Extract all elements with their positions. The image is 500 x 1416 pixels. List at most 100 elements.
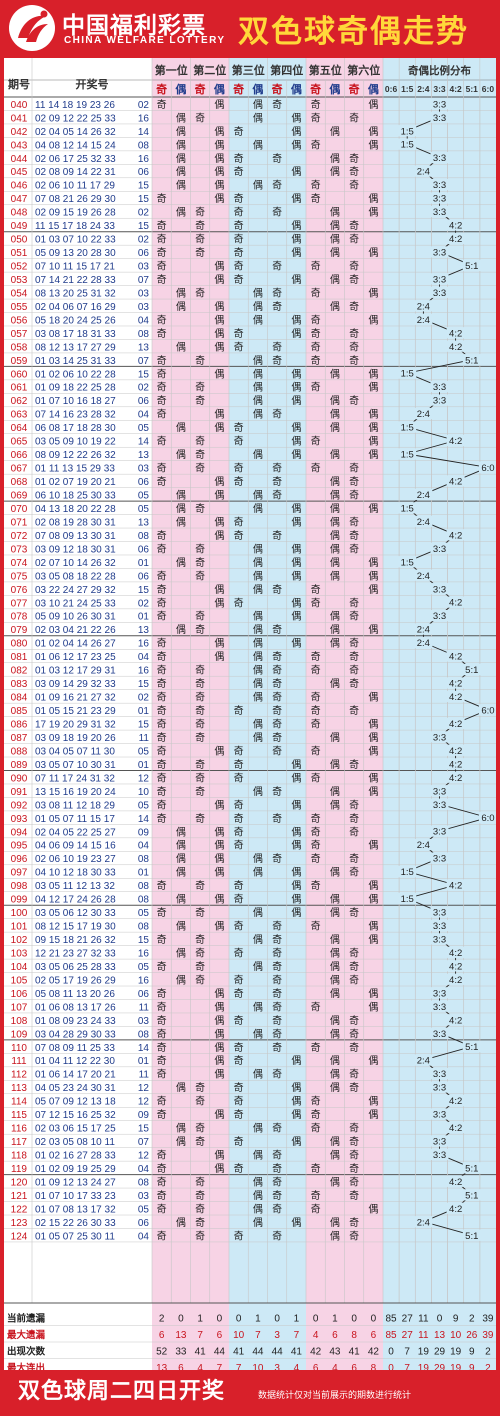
even-mark: 偶 bbox=[291, 1135, 301, 1148]
period-cell: 074 bbox=[11, 558, 28, 569]
odd-mark: 奇 bbox=[311, 340, 321, 353]
period-cell: 075 bbox=[11, 571, 28, 582]
header-position-5: 第五位 bbox=[309, 63, 342, 77]
even-mark: 偶 bbox=[368, 435, 378, 448]
even-mark: 偶 bbox=[330, 569, 340, 582]
odd-mark: 奇 bbox=[157, 987, 167, 1000]
even-mark: 偶 bbox=[176, 852, 186, 865]
stat-value: 6 bbox=[313, 1363, 319, 1370]
even-mark: 偶 bbox=[368, 408, 378, 421]
odd-mark: 奇 bbox=[157, 1162, 167, 1175]
even-mark: 偶 bbox=[176, 973, 186, 986]
even-mark: 偶 bbox=[330, 1054, 340, 1067]
even-mark: 偶 bbox=[214, 138, 224, 151]
even-mark: 偶 bbox=[330, 623, 340, 636]
blue-ball-cell: 09 bbox=[138, 1110, 150, 1121]
stat-ratio-value: 27 bbox=[402, 1314, 414, 1325]
odd-mark: 奇 bbox=[234, 435, 244, 448]
odd-mark: 奇 bbox=[234, 246, 244, 259]
odd-mark: 奇 bbox=[349, 260, 359, 273]
stat-value: 44 bbox=[252, 1347, 264, 1358]
even-mark: 偶 bbox=[214, 408, 224, 421]
odd-mark: 奇 bbox=[195, 1202, 205, 1215]
odd-mark: 奇 bbox=[349, 165, 359, 178]
even-mark: 偶 bbox=[330, 233, 340, 246]
ratio-mark: 3:3 bbox=[433, 194, 446, 205]
period-cell: 113 bbox=[11, 1083, 27, 1094]
odd-mark: 奇 bbox=[195, 933, 205, 946]
even-mark: 偶 bbox=[291, 448, 301, 461]
blue-ball-cell: 05 bbox=[138, 746, 150, 757]
footer-note: 数据统计仅对当前展示的期数进行统计 bbox=[258, 1391, 412, 1401]
blue-ball-cell: 04 bbox=[138, 652, 150, 663]
odd-mark: 奇 bbox=[234, 260, 244, 273]
even-mark: 偶 bbox=[330, 973, 340, 986]
even-mark: 偶 bbox=[214, 313, 224, 326]
ratio-mark: 3:3 bbox=[433, 800, 446, 811]
red-balls-cell: 01 08 09 23 24 33 bbox=[35, 1016, 116, 1027]
even-mark: 偶 bbox=[253, 489, 263, 502]
red-balls-cell: 02 04 05 22 25 27 bbox=[35, 827, 116, 838]
header-position-6: 第六位 bbox=[347, 63, 380, 77]
odd-mark: 奇 bbox=[157, 717, 167, 730]
stat-label: 最大遗漏 bbox=[7, 1329, 46, 1341]
even-mark: 偶 bbox=[330, 1149, 340, 1162]
even-mark: 偶 bbox=[214, 475, 224, 488]
odd-mark: 奇 bbox=[349, 946, 359, 959]
odd-mark: 奇 bbox=[349, 489, 359, 502]
odd-mark: 奇 bbox=[272, 1000, 282, 1013]
period-cell: 063 bbox=[11, 410, 28, 421]
stat-ratio-value: 2 bbox=[485, 1347, 491, 1358]
blue-ball-cell: 06 bbox=[138, 477, 150, 488]
odd-mark: 奇 bbox=[272, 340, 282, 353]
blue-ball-cell: 06 bbox=[138, 544, 150, 555]
even-mark: 偶 bbox=[253, 138, 263, 151]
even-mark: 偶 bbox=[214, 515, 224, 528]
red-balls-cell: 11 14 18 19 23 26 bbox=[35, 100, 115, 111]
odd-mark: 奇 bbox=[272, 1149, 282, 1162]
odd-mark: 奇 bbox=[157, 569, 167, 582]
period-cell: 123 bbox=[11, 1218, 28, 1229]
even-mark: 偶 bbox=[291, 771, 301, 784]
odd-mark: 奇 bbox=[272, 286, 282, 299]
odd-mark: 奇 bbox=[272, 1068, 282, 1081]
odd-mark: 奇 bbox=[349, 1175, 359, 1188]
odd-mark: 奇 bbox=[272, 489, 282, 502]
stat-value: 3 bbox=[274, 1330, 280, 1341]
odd-mark: 奇 bbox=[195, 569, 205, 582]
odd-mark: 奇 bbox=[195, 381, 205, 394]
odd-mark: 奇 bbox=[349, 529, 359, 542]
header-even-3: 偶 bbox=[252, 82, 263, 96]
period-cell: 070 bbox=[11, 504, 28, 515]
ratio-mark: 4:2 bbox=[449, 679, 462, 690]
red-balls-cell: 01 03 14 25 31 33 bbox=[35, 356, 116, 367]
even-mark: 偶 bbox=[214, 1041, 224, 1054]
odd-mark: 奇 bbox=[349, 1216, 359, 1229]
red-balls-cell: 07 10 11 15 17 21 bbox=[35, 262, 115, 273]
period-cell: 088 bbox=[11, 746, 28, 757]
blue-ball-cell: 12 bbox=[138, 773, 150, 784]
even-mark: 偶 bbox=[253, 367, 263, 380]
odd-mark: 奇 bbox=[272, 1175, 282, 1188]
even-mark: 偶 bbox=[330, 893, 340, 906]
odd-mark: 奇 bbox=[272, 1162, 282, 1175]
odd-mark: 奇 bbox=[157, 1108, 167, 1121]
red-balls-cell: 04 06 09 14 15 16 bbox=[35, 841, 116, 852]
red-balls-cell: 01 03 12 17 29 31 bbox=[35, 666, 116, 677]
ratio-mark: 3:3 bbox=[433, 1083, 446, 1094]
even-mark: 偶 bbox=[214, 1000, 224, 1013]
red-balls-cell: 03 04 05 07 11 30 bbox=[35, 746, 115, 757]
even-mark: 偶 bbox=[291, 798, 301, 811]
even-mark: 偶 bbox=[291, 637, 301, 650]
odd-mark: 奇 bbox=[311, 111, 321, 124]
odd-mark: 奇 bbox=[195, 1081, 205, 1094]
ratio-mark: 4:2 bbox=[449, 692, 462, 703]
ratio-mark: 2:4 bbox=[417, 638, 430, 649]
odd-mark: 奇 bbox=[349, 542, 359, 555]
stat-value: 0 bbox=[217, 1314, 223, 1325]
odd-mark: 奇 bbox=[195, 812, 205, 825]
header-position-3: 第三位 bbox=[232, 63, 265, 77]
header-odd-6: 奇 bbox=[349, 82, 360, 96]
odd-mark: 奇 bbox=[272, 1041, 282, 1054]
even-mark: 偶 bbox=[368, 744, 378, 757]
